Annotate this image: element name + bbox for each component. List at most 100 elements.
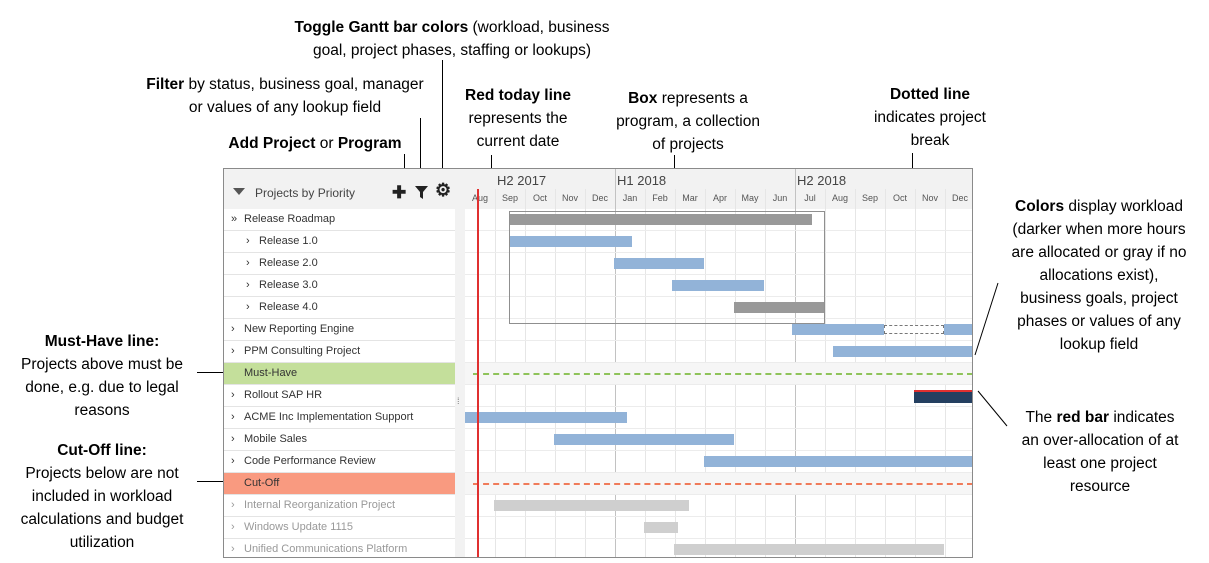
project-row[interactable]: › Release 3.0 [224, 275, 455, 297]
project-row[interactable]: › Internal Reorganization Project [224, 495, 455, 517]
annotation-red-bar-text: The [1025, 409, 1057, 426]
gantt-bar[interactable] [913, 390, 972, 403]
annotation-red-bar-text: an over-allocation of at [1021, 432, 1179, 449]
month-label: Apr [712, 193, 727, 203]
month-label: Jan [622, 193, 638, 203]
annotation-red-bar-title: red bar [1056, 409, 1110, 426]
annotation-box-text: program, a collection [616, 113, 760, 130]
expand-chevron-icon[interactable]: › [231, 411, 235, 423]
annotation-must-have-text: Projects above must be [21, 356, 183, 373]
annotation-add-title: Program [337, 135, 402, 152]
gantt-bar[interactable] [673, 544, 944, 555]
expand-chevron-icon[interactable]: › [231, 389, 235, 401]
plus-icon[interactable]: ✚ [392, 183, 407, 202]
expand-chevron-icon[interactable]: › [231, 433, 235, 445]
project-row[interactable]: › PPM Consulting Project [224, 341, 455, 363]
row-gridline [465, 406, 972, 407]
expand-chevron-icon[interactable]: › [246, 235, 250, 247]
gantt-bar[interactable] [733, 302, 824, 313]
gantt-bar[interactable] [792, 324, 884, 335]
gantt-bar[interactable] [465, 412, 627, 423]
grouping-title[interactable]: Projects by Priority [255, 186, 356, 200]
project-row[interactable]: › Release 4.0 [224, 297, 455, 319]
project-row[interactable]: › Rollout SAP HR [224, 385, 455, 407]
month-label: Oct [892, 193, 907, 203]
annotation-colors-text: allocations exist), [1039, 267, 1159, 284]
project-row[interactable]: › ACME Inc Implementation Support [224, 407, 455, 429]
row-label: Release 2.0 [259, 257, 318, 269]
row-label: ACME Inc Implementation Support [244, 411, 414, 423]
half-year-label: H2 2018 [797, 173, 847, 188]
annotation-today-line: Red today line represents the current da… [438, 84, 598, 153]
must-have-line-row[interactable]: Must-Have [224, 363, 455, 385]
funnel-icon[interactable] [415, 186, 428, 200]
gantt-bar[interactable] [493, 500, 689, 511]
row-label: PPM Consulting Project [244, 345, 361, 357]
cut-off-line-row[interactable]: Cut-Off [224, 473, 455, 495]
expand-chevron-icon[interactable]: › [231, 499, 235, 511]
annotation-colors-text: display workload [1064, 198, 1183, 215]
expand-chevron-icon[interactable]: › [231, 345, 235, 357]
annotation-red-bar-text: indicates [1109, 409, 1175, 426]
project-row[interactable]: › Release 1.0 [224, 231, 455, 253]
project-row[interactable]: › New Reporting Engine [224, 319, 455, 341]
annotation-add: Add Project or Program [210, 132, 420, 155]
annotation-box-text: of projects [652, 136, 724, 153]
collapse-triangle-icon[interactable] [233, 188, 245, 195]
project-row[interactable]: › Release 2.0 [224, 253, 455, 275]
annotation-today-text: current date [476, 133, 560, 150]
annotation-box-text: represents a [657, 90, 748, 107]
row-gridline [465, 384, 972, 385]
splitter-grip-icon[interactable]: ⁞ [457, 396, 460, 406]
project-row[interactable]: › Mobile Sales [224, 429, 455, 451]
gantt-bar[interactable] [508, 214, 812, 225]
month-label: Jul [804, 193, 816, 203]
gantt-bar[interactable] [672, 280, 764, 291]
row-gridline [465, 472, 972, 473]
expand-chevron-icon[interactable]: › [246, 257, 250, 269]
month-label: Aug [831, 193, 848, 203]
gantt-bar[interactable] [508, 236, 632, 247]
expand-chevron-icon[interactable]: › [231, 323, 235, 335]
annotation-colors-text: lookup field [1059, 336, 1139, 353]
project-row[interactable]: › Code Performance Review [224, 451, 455, 473]
annotation-must-have-text: done, e.g. due to legal [25, 379, 179, 396]
gantt-bar[interactable] [553, 434, 734, 445]
gantt-bar[interactable] [703, 456, 972, 467]
row-label: New Reporting Engine [244, 323, 355, 335]
month-label: Dec [951, 193, 968, 203]
program-row[interactable]: » Release Roadmap [224, 209, 455, 231]
annotation-today-text: represents the [468, 110, 568, 127]
expand-chevron-icon[interactable]: › [231, 543, 235, 555]
panel-splitter[interactable]: ⁞ [455, 169, 465, 557]
gantt-bar[interactable] [613, 258, 704, 269]
expand-chevron-icon[interactable]: › [246, 301, 250, 313]
annotation-colors-title: Colors [1015, 198, 1065, 215]
callout-line-toggle [442, 60, 443, 182]
collapse-chevron-icon[interactable]: » [231, 213, 238, 225]
month-label: May [741, 193, 759, 203]
expand-chevron-icon[interactable]: › [231, 521, 235, 533]
month-label: Oct [532, 193, 547, 203]
gantt-bar[interactable] [832, 346, 972, 357]
annotation-box-title: Box [628, 90, 658, 107]
project-break-dotted [883, 325, 944, 334]
annotation-add-title: Add Project [228, 135, 316, 152]
row-label: Internal Reorganization Project [244, 499, 396, 511]
month-label: Dec [591, 193, 608, 203]
month-label: Sep [501, 193, 518, 203]
must-have-dashed-line [473, 373, 972, 375]
month-label: Jun [772, 193, 788, 203]
gantt-bar[interactable] [643, 522, 678, 533]
annotation-colors-text: (darker when more hours [1012, 221, 1186, 238]
project-row[interactable]: › Unified Communications Platform [224, 539, 455, 557]
expand-chevron-icon[interactable]: › [231, 455, 235, 467]
gear-icon[interactable]: ⚙ [435, 180, 452, 200]
left-panel-header: Projects by Priority ✚ ⚙ [224, 169, 464, 209]
callout-line-filter [420, 118, 421, 182]
row-label: Release 3.0 [259, 279, 318, 291]
expand-chevron-icon[interactable]: › [246, 279, 250, 291]
project-row[interactable]: › Windows Update 1115 [224, 517, 455, 539]
gantt-bar[interactable] [943, 324, 972, 335]
row-label: Must-Have [244, 367, 298, 379]
